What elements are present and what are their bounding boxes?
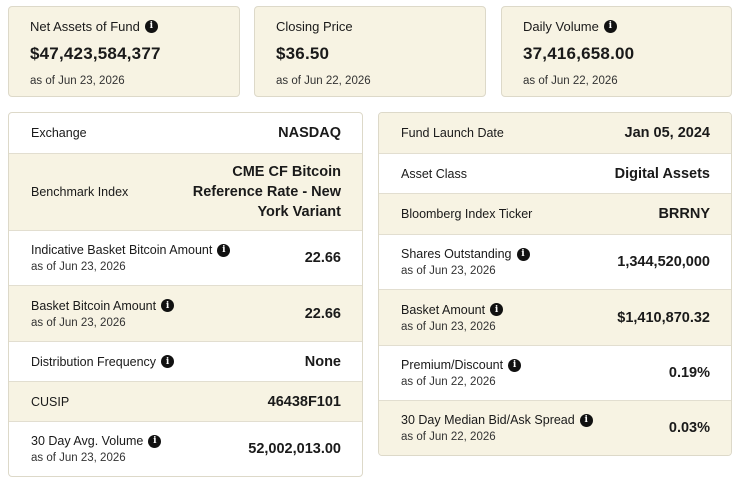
- row-date: as of Jun 23, 2026: [31, 316, 126, 329]
- card-date: as of Jun 22, 2026: [523, 75, 618, 87]
- row-value: NASDAQ: [278, 125, 341, 141]
- info-icon[interactable]: i: [148, 434, 162, 448]
- card-date: as of Jun 23, 2026: [30, 75, 125, 87]
- row-label: Shares Outstanding: [401, 247, 512, 261]
- row-label: Basket Amount: [401, 302, 486, 317]
- row-label: Bloomberg Index Ticker: [401, 207, 533, 221]
- row-value: 0.03%: [668, 420, 710, 436]
- table-row-shares-outstanding: Shares Outstanding i as of Jun 23, 2026 1…: [379, 234, 731, 289]
- card-label: Daily Volume: [523, 18, 599, 34]
- table-row-asset-class: Asset Class Digital Assets: [379, 153, 731, 193]
- table-row-exchange: Exchange NASDAQ: [9, 113, 362, 153]
- row-label: CUSIP: [31, 394, 70, 409]
- row-label: Fund Launch Date: [401, 126, 504, 140]
- info-icon[interactable]: i: [603, 19, 617, 33]
- row-date: as of Jun 23, 2026: [31, 452, 126, 464]
- info-icon[interactable]: i: [516, 247, 530, 261]
- row-label: 30 Day Median Bid/Ask Spread: [401, 413, 575, 427]
- info-icon[interactable]: i: [490, 303, 504, 316]
- info-icon[interactable]: i: [579, 413, 593, 427]
- row-label: Premium/Discount: [401, 358, 504, 372]
- table-row-30-day-avg-volume: 30 Day Avg. Volume i as of Jun 23, 2026 5…: [9, 421, 362, 476]
- table-row-bloomberg-ticker: Bloomberg Index Ticker BRRNY: [379, 193, 731, 234]
- row-value: $1,410,870.32: [617, 309, 710, 326]
- table-row-benchmark-index: Benchmark Index CME CF Bitcoin Reference…: [9, 153, 362, 230]
- info-icon[interactable]: i: [161, 299, 175, 312]
- row-date: as of Jun 23, 2026: [401, 265, 496, 277]
- row-date: as of Jun 23, 2026: [401, 320, 496, 333]
- card-closing-price: Closing Price $36.50 as of Jun 22, 2026: [254, 6, 486, 97]
- card-date: as of Jun 22, 2026: [276, 75, 371, 87]
- row-label: Benchmark Index: [31, 185, 129, 199]
- row-label: Exchange: [31, 126, 87, 140]
- row-value: 0.19%: [668, 365, 710, 381]
- row-date: as of Jun 23, 2026: [31, 261, 126, 273]
- fund-details-right: Fund Launch Date Jan 05, 2024 Asset Clas…: [378, 112, 732, 456]
- row-value: 22.66: [304, 305, 341, 322]
- table-row-distribution-frequency: Distribution Frequency i None: [9, 341, 362, 381]
- table-row-basket-bitcoin: Basket Bitcoin Amount i as of Jun 23, 202…: [9, 285, 362, 341]
- card-daily-volume: Daily Volume i 37,416,658.00 as of Jun 2…: [501, 6, 732, 97]
- row-value: 22.66: [304, 250, 341, 266]
- summary-cards: Net Assets of Fund i $47,423,584,377 as …: [8, 6, 732, 97]
- card-value: 37,416,658.00: [523, 44, 635, 63]
- info-icon[interactable]: i: [217, 243, 231, 257]
- info-icon[interactable]: i: [144, 19, 158, 33]
- row-value: Jan 05, 2024: [624, 125, 710, 141]
- card-net-assets: Net Assets of Fund i $47,423,584,377 as …: [8, 6, 240, 97]
- table-row-cusip: CUSIP 46438F101: [9, 381, 362, 421]
- row-label: 30 Day Avg. Volume: [31, 434, 144, 448]
- card-label: Net Assets of Fund: [30, 18, 140, 34]
- row-label: Distribution Frequency: [31, 354, 157, 369]
- table-row-indicative-basket: Indicative Basket Bitcoin Amount i as of …: [9, 230, 362, 285]
- info-icon[interactable]: i: [508, 358, 522, 372]
- row-value: 1,344,520,000: [617, 254, 710, 270]
- row-label: Indicative Basket Bitcoin Amount: [31, 243, 213, 257]
- row-label: Asset Class: [401, 166, 467, 181]
- table-row-basket-amount: Basket Amount i as of Jun 23, 2026 $1,410…: [379, 289, 731, 345]
- table-row-bid-ask-spread: 30 Day Median Bid/Ask Spread i as of Jun …: [379, 400, 731, 455]
- card-value: $36.50: [276, 44, 330, 63]
- row-value: CME CF Bitcoin Reference Rate - New York…: [192, 164, 341, 220]
- row-date: as of Jun 22, 2026: [401, 376, 496, 388]
- row-label: Basket Bitcoin Amount: [31, 298, 157, 313]
- row-value: None: [304, 353, 341, 370]
- fund-details-left: Exchange NASDAQ Benchmark Index CME CF B…: [8, 112, 363, 477]
- card-label: Closing Price: [276, 18, 353, 34]
- row-value: Digital Assets: [614, 165, 710, 182]
- row-value: 52,002,013.00: [248, 441, 341, 457]
- row-value: BRRNY: [658, 206, 710, 222]
- table-row-fund-launch-date: Fund Launch Date Jan 05, 2024: [379, 113, 731, 153]
- card-value: $47,423,584,377: [30, 44, 161, 63]
- row-value: 46438F101: [267, 393, 341, 410]
- row-date: as of Jun 22, 2026: [401, 431, 496, 443]
- info-icon[interactable]: i: [161, 355, 175, 368]
- table-row-premium-discount: Premium/Discount i as of Jun 22, 2026 0.1…: [379, 345, 731, 400]
